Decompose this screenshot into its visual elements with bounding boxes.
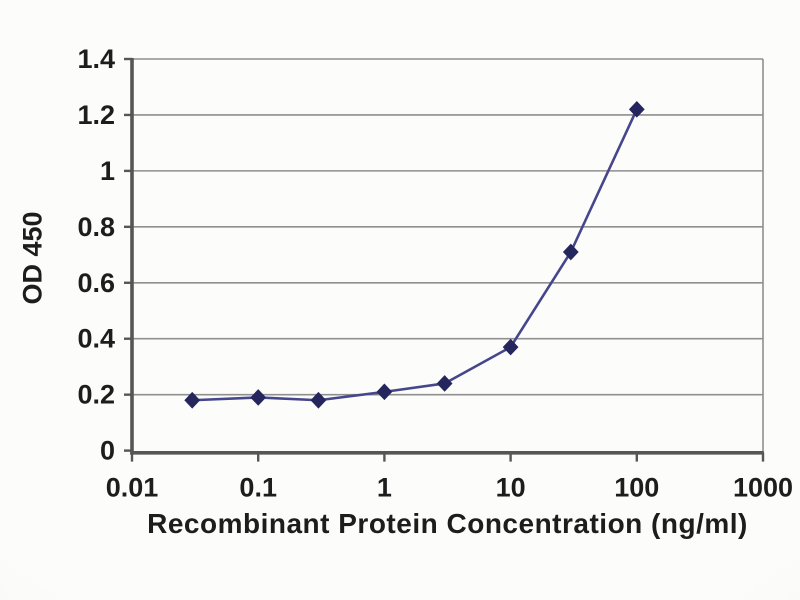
data-point xyxy=(376,383,393,401)
x-tick-label: 10 xyxy=(496,473,526,503)
y-tick-label: 0.2 xyxy=(77,380,115,410)
y-tick-label: 0 xyxy=(100,436,115,466)
x-axis-title: Recombinant Protein Concentration (ng/ml… xyxy=(147,508,748,539)
data-point xyxy=(502,338,519,356)
y-tick-label: 0.4 xyxy=(77,324,115,354)
y-tick-label: 0.8 xyxy=(77,212,115,242)
data-point xyxy=(628,101,645,118)
x-tick-label: 1000 xyxy=(733,473,793,503)
y-tick-label: 1.2 xyxy=(77,100,115,130)
data-point xyxy=(310,391,327,409)
data-point xyxy=(562,243,579,261)
data-point xyxy=(436,375,453,392)
x-tick-label: 0.1 xyxy=(239,473,277,503)
data-point xyxy=(250,389,267,406)
series-line xyxy=(192,108,638,402)
y-axis-title: OD 450 xyxy=(17,211,48,305)
x-tick-label: 100 xyxy=(614,473,659,503)
y-tick-label: 1 xyxy=(100,156,115,186)
y-tick-label: 0.6 xyxy=(77,268,115,298)
y-tick-label: 1.4 xyxy=(77,44,115,74)
x-tick-label: 0.01 xyxy=(106,473,159,503)
x-tick-label: 1 xyxy=(377,473,392,503)
data-point xyxy=(184,391,201,409)
